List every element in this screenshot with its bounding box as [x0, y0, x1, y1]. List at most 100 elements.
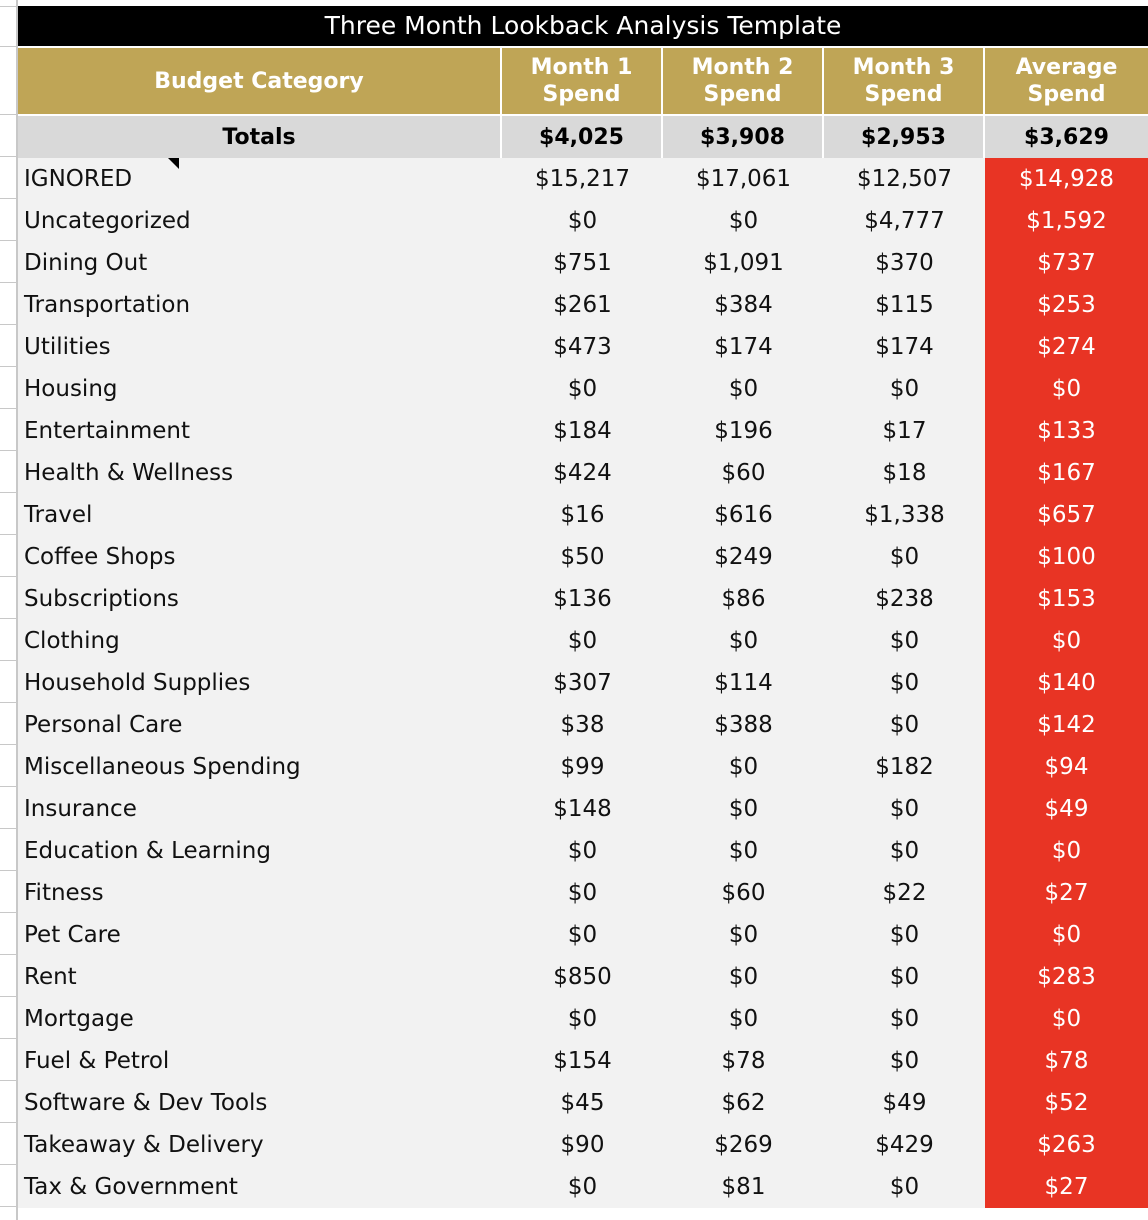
- totals-month-2[interactable]: $3,908: [663, 116, 824, 158]
- average-cell[interactable]: $0: [985, 914, 1148, 956]
- month-2-cell[interactable]: $196: [714, 418, 773, 444]
- average-cell[interactable]: $0: [985, 998, 1148, 1040]
- month-1-cell[interactable]: $136: [553, 586, 612, 612]
- month-1-cell[interactable]: $261: [553, 292, 612, 318]
- month-3-cell[interactable]: $4,777: [864, 208, 945, 234]
- month-2-cell[interactable]: $78: [721, 1048, 766, 1074]
- average-cell[interactable]: $133: [985, 410, 1148, 452]
- month-3-cell[interactable]: $0: [889, 544, 920, 570]
- category-cell[interactable]: Miscellaneous Spending: [24, 754, 301, 780]
- month-2-cell[interactable]: $0: [728, 796, 759, 822]
- month-1-cell[interactable]: $154: [553, 1048, 612, 1074]
- header-month-2[interactable]: Month 2 Spend: [663, 48, 824, 114]
- average-cell[interactable]: $167: [985, 452, 1148, 494]
- month-1-cell[interactable]: $148: [553, 796, 612, 822]
- average-cell[interactable]: $0: [985, 368, 1148, 410]
- month-2-cell[interactable]: $62: [721, 1090, 766, 1116]
- month-1-cell[interactable]: $0: [567, 208, 598, 234]
- month-1-cell[interactable]: $0: [567, 922, 598, 948]
- month-3-cell[interactable]: $0: [889, 1006, 920, 1032]
- average-cell[interactable]: $283: [985, 956, 1148, 998]
- month-2-cell[interactable]: $17,061: [695, 166, 792, 192]
- month-2-cell[interactable]: $616: [714, 502, 773, 528]
- category-cell[interactable]: Travel: [24, 502, 93, 528]
- month-1-cell[interactable]: $751: [553, 250, 612, 276]
- header-budget-category[interactable]: Budget Category: [18, 48, 502, 114]
- month-1-cell[interactable]: $90: [560, 1132, 605, 1158]
- category-cell[interactable]: Household Supplies: [24, 670, 251, 696]
- totals-month-1[interactable]: $4,025: [502, 116, 663, 158]
- category-cell[interactable]: Clothing: [24, 628, 120, 654]
- month-2-cell[interactable]: $0: [728, 376, 759, 402]
- month-2-cell[interactable]: $0: [728, 1006, 759, 1032]
- month-3-cell[interactable]: $0: [889, 712, 920, 738]
- month-1-cell[interactable]: $850: [553, 964, 612, 990]
- average-cell[interactable]: $27: [985, 872, 1148, 914]
- average-cell[interactable]: $274: [985, 326, 1148, 368]
- month-3-cell[interactable]: $17: [882, 418, 927, 444]
- month-2-cell[interactable]: $388: [714, 712, 773, 738]
- totals-label[interactable]: Totals: [18, 116, 502, 158]
- month-2-cell[interactable]: $86: [721, 586, 766, 612]
- average-cell[interactable]: $14,928: [985, 158, 1148, 200]
- month-2-cell[interactable]: $269: [714, 1132, 773, 1158]
- category-cell[interactable]: Fuel & Petrol: [24, 1048, 170, 1074]
- month-2-cell[interactable]: $384: [714, 292, 773, 318]
- month-3-cell[interactable]: $0: [889, 376, 920, 402]
- average-cell[interactable]: $142: [985, 704, 1148, 746]
- average-cell[interactable]: $78: [985, 1040, 1148, 1082]
- month-2-cell[interactable]: $0: [728, 838, 759, 864]
- month-2-cell[interactable]: $0: [728, 628, 759, 654]
- month-1-cell[interactable]: $184: [553, 418, 612, 444]
- month-1-cell[interactable]: $307: [553, 670, 612, 696]
- category-cell[interactable]: Mortgage: [24, 1006, 134, 1032]
- category-cell[interactable]: Utilities: [24, 334, 111, 360]
- month-1-cell[interactable]: $38: [560, 712, 605, 738]
- totals-average[interactable]: $3,629: [985, 116, 1148, 158]
- month-1-cell[interactable]: $0: [567, 376, 598, 402]
- average-cell[interactable]: $657: [985, 494, 1148, 536]
- month-2-cell[interactable]: $174: [714, 334, 773, 360]
- category-cell[interactable]: Education & Learning: [24, 838, 271, 864]
- month-3-cell[interactable]: $0: [889, 628, 920, 654]
- category-cell[interactable]: Rent: [24, 964, 77, 990]
- month-2-cell[interactable]: $60: [721, 880, 766, 906]
- category-cell[interactable]: Transportation: [24, 292, 191, 318]
- header-average[interactable]: Average Spend: [1015, 55, 1118, 107]
- category-cell[interactable]: Fitness: [24, 880, 104, 906]
- sheet-title[interactable]: Three Month Lookback Analysis Template: [18, 6, 1148, 48]
- month-3-cell[interactable]: $429: [875, 1132, 934, 1158]
- month-3-cell[interactable]: $115: [875, 292, 934, 318]
- month-3-cell[interactable]: $22: [882, 880, 927, 906]
- header-month-1[interactable]: Month 1 Spend: [502, 48, 663, 114]
- month-1-cell[interactable]: $0: [567, 628, 598, 654]
- average-cell[interactable]: $0: [985, 620, 1148, 662]
- average-cell[interactable]: $94: [985, 746, 1148, 788]
- month-2-cell[interactable]: $0: [728, 208, 759, 234]
- month-2-cell[interactable]: $0: [728, 964, 759, 990]
- month-3-cell[interactable]: $0: [889, 1048, 920, 1074]
- month-3-cell[interactable]: $370: [875, 250, 934, 276]
- month-2-cell[interactable]: $1,091: [703, 250, 784, 276]
- average-cell[interactable]: $140: [985, 662, 1148, 704]
- month-3-cell[interactable]: $182: [875, 754, 934, 780]
- average-cell[interactable]: $1,592: [985, 200, 1148, 242]
- month-2-cell[interactable]: $0: [728, 754, 759, 780]
- totals-month-3[interactable]: $2,953: [824, 116, 985, 158]
- category-cell[interactable]: Uncategorized: [24, 208, 191, 234]
- category-cell[interactable]: Housing: [24, 376, 118, 402]
- month-3-cell[interactable]: $0: [889, 964, 920, 990]
- average-cell[interactable]: $52: [985, 1082, 1148, 1124]
- month-2-cell[interactable]: $114: [714, 670, 773, 696]
- category-cell[interactable]: Pet Care: [24, 922, 121, 948]
- month-2-cell[interactable]: $81: [721, 1174, 766, 1200]
- header-month-3[interactable]: Month 3 Spend: [824, 48, 985, 114]
- month-3-cell[interactable]: $238: [875, 586, 934, 612]
- category-cell[interactable]: Entertainment: [24, 418, 190, 444]
- month-2-cell[interactable]: $249: [714, 544, 773, 570]
- month-3-cell[interactable]: $18: [882, 460, 927, 486]
- category-cell[interactable]: Health & Wellness: [24, 460, 234, 486]
- month-3-cell[interactable]: $0: [889, 796, 920, 822]
- month-1-cell[interactable]: $16: [560, 502, 605, 528]
- category-cell[interactable]: Tax & Government: [24, 1174, 238, 1200]
